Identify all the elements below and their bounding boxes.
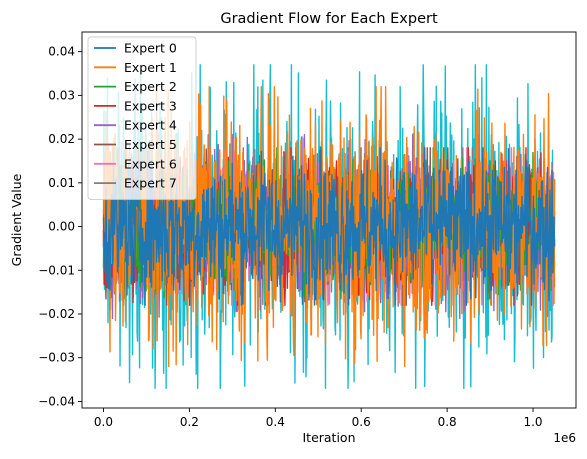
legend-label: Expert 6 xyxy=(124,156,177,171)
series-line-expert-0 xyxy=(102,147,556,306)
x-tick-label: 0.2 xyxy=(180,415,199,429)
legend-label: Expert 3 xyxy=(124,98,177,113)
y-axis-ticks: −0.04 −0.03 −0.02 −0.01 0.00 0.01 0.02 0.03 0.04 xyxy=(38,45,82,408)
x-axis-offset-label: 1e6 xyxy=(553,431,576,445)
legend-label: Expert 0 xyxy=(124,41,177,56)
y-tick-label: 0.00 xyxy=(48,220,75,234)
y-tick-label: 0.01 xyxy=(48,176,75,190)
y-tick-label: −0.02 xyxy=(38,307,75,321)
x-tick-label: 0.4 xyxy=(266,415,285,429)
plot-frame xyxy=(81,31,577,409)
y-axis-label: Gradient Value xyxy=(9,173,24,266)
x-tick-label: 0.6 xyxy=(352,415,371,429)
x-axis-ticks: 0.0 0.2 0.4 0.6 0.8 1.0 xyxy=(94,408,543,429)
legend-label: Expert 2 xyxy=(124,79,177,94)
x-axis-label: Iteration xyxy=(302,430,355,445)
legend-label: Expert 1 xyxy=(124,60,177,75)
y-tick-label: −0.03 xyxy=(38,351,75,365)
legend: Expert 0 Expert 1 Expert 2 Expert 3 Expert 4… xyxy=(87,36,197,200)
x-tick-label: 0.8 xyxy=(438,415,457,429)
legend-label: Expert 4 xyxy=(124,118,177,133)
legend-label: Expert 5 xyxy=(124,137,177,152)
y-tick-label: −0.01 xyxy=(38,263,75,277)
legend-label: Expert 7 xyxy=(124,176,177,191)
legend-box xyxy=(87,36,197,200)
x-tick-label: 0.0 xyxy=(94,415,113,429)
chart-title: Gradient Flow for Each Expert xyxy=(220,11,438,27)
y-tick-label: 0.02 xyxy=(48,132,75,146)
x-tick-label: 1.0 xyxy=(523,415,542,429)
y-tick-label: 0.03 xyxy=(48,88,75,102)
y-tick-label: 0.04 xyxy=(48,45,75,59)
y-tick-label: −0.04 xyxy=(38,394,75,408)
